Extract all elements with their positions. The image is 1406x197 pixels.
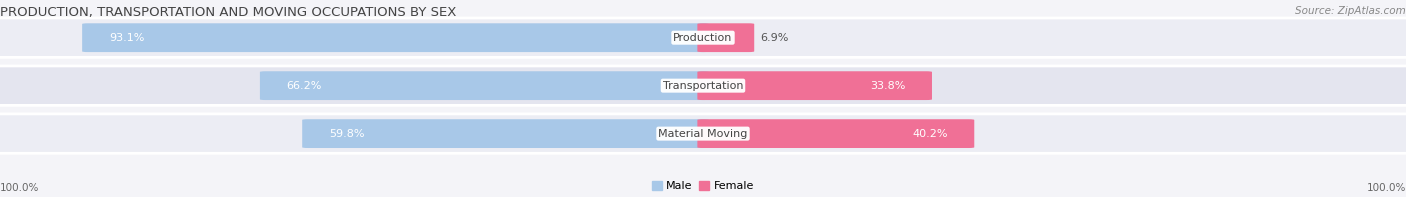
Text: 100.0%: 100.0% — [0, 183, 39, 193]
Legend: Male, Female: Male, Female — [652, 181, 754, 191]
FancyBboxPatch shape — [302, 119, 709, 148]
Text: 33.8%: 33.8% — [870, 81, 905, 91]
FancyBboxPatch shape — [260, 71, 709, 100]
Text: 59.8%: 59.8% — [329, 129, 364, 139]
Text: Material Moving: Material Moving — [658, 129, 748, 139]
FancyBboxPatch shape — [82, 23, 709, 52]
FancyBboxPatch shape — [697, 119, 974, 148]
FancyBboxPatch shape — [697, 71, 932, 100]
FancyBboxPatch shape — [0, 18, 1406, 57]
FancyBboxPatch shape — [0, 114, 1406, 153]
Text: Production: Production — [673, 33, 733, 43]
Text: 6.9%: 6.9% — [759, 33, 789, 43]
Text: 66.2%: 66.2% — [287, 81, 322, 91]
Text: 40.2%: 40.2% — [912, 129, 948, 139]
Text: 93.1%: 93.1% — [108, 33, 145, 43]
FancyBboxPatch shape — [0, 66, 1406, 105]
Text: Transportation: Transportation — [662, 81, 744, 91]
FancyBboxPatch shape — [697, 23, 754, 52]
Text: Source: ZipAtlas.com: Source: ZipAtlas.com — [1295, 6, 1406, 16]
Text: 100.0%: 100.0% — [1367, 183, 1406, 193]
Text: PRODUCTION, TRANSPORTATION AND MOVING OCCUPATIONS BY SEX: PRODUCTION, TRANSPORTATION AND MOVING OC… — [0, 6, 457, 19]
